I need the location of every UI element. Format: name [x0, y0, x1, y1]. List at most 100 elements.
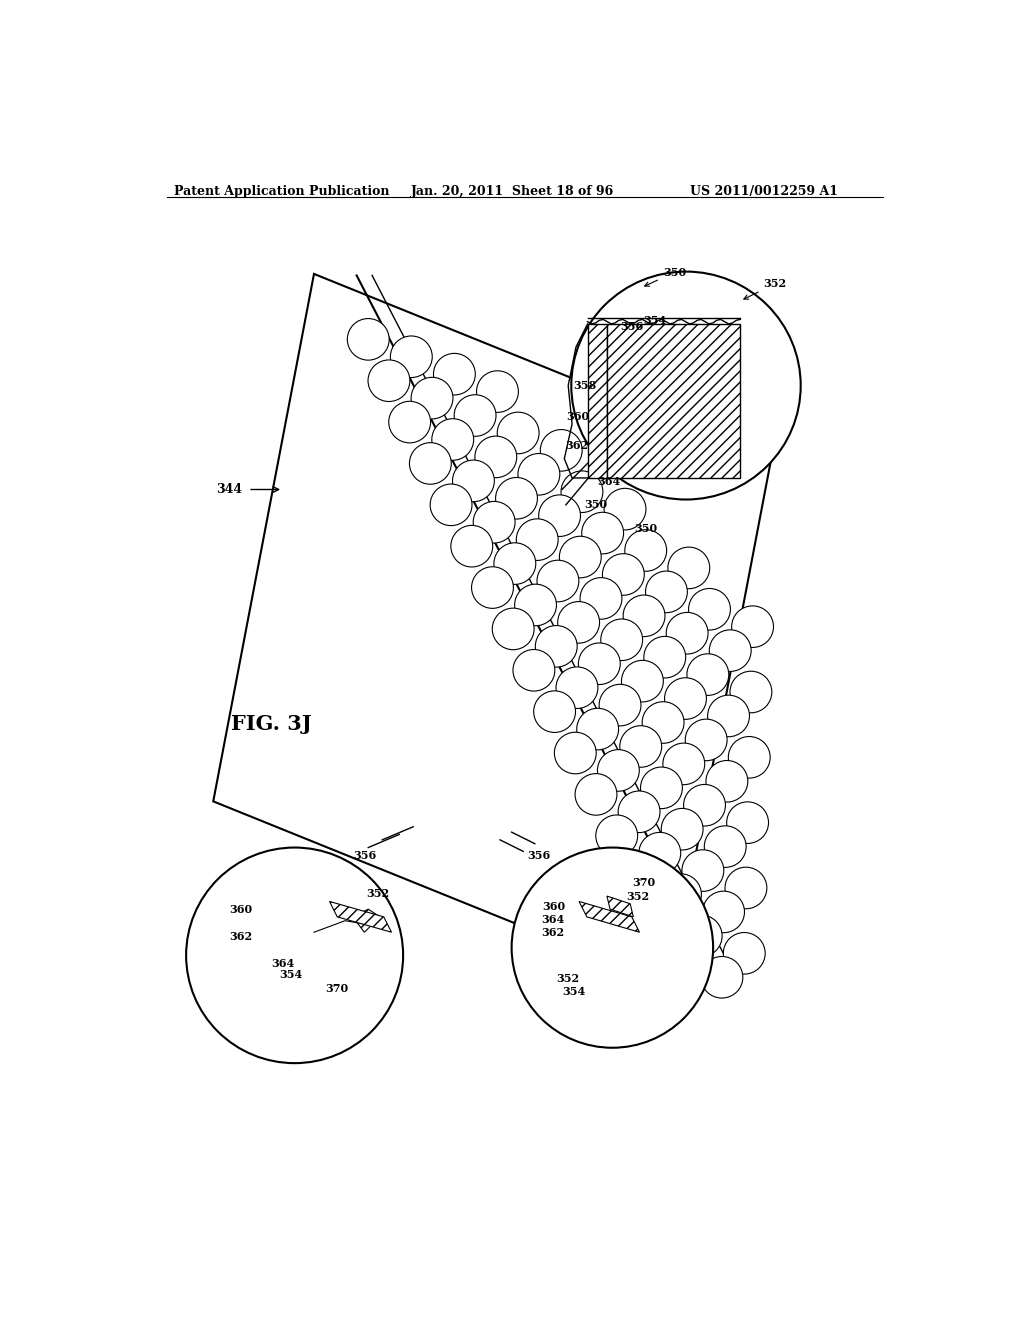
Circle shape	[597, 750, 639, 791]
Circle shape	[620, 726, 662, 767]
Circle shape	[558, 602, 600, 643]
Circle shape	[559, 536, 601, 578]
Circle shape	[667, 612, 708, 653]
Circle shape	[347, 318, 389, 360]
Text: 354: 354	[280, 969, 302, 979]
Circle shape	[534, 690, 575, 733]
Circle shape	[518, 454, 560, 495]
Circle shape	[602, 553, 644, 595]
Circle shape	[625, 529, 667, 572]
Circle shape	[730, 671, 772, 713]
Text: 352: 352	[556, 973, 579, 983]
Text: Patent Application Publication: Patent Application Publication	[174, 185, 390, 198]
Circle shape	[708, 696, 750, 737]
Circle shape	[577, 709, 618, 750]
Circle shape	[494, 543, 536, 585]
Circle shape	[622, 660, 664, 702]
Circle shape	[410, 442, 452, 484]
Circle shape	[665, 677, 707, 719]
Circle shape	[710, 630, 752, 672]
Text: 356: 356	[352, 850, 376, 861]
Circle shape	[663, 743, 705, 784]
Circle shape	[662, 808, 703, 850]
Circle shape	[685, 719, 727, 760]
Text: 350: 350	[584, 499, 607, 511]
Circle shape	[604, 488, 646, 529]
Circle shape	[642, 702, 684, 743]
Text: FIG. 3J: FIG. 3J	[231, 714, 311, 734]
Circle shape	[601, 619, 643, 660]
Circle shape	[701, 957, 742, 998]
Circle shape	[556, 667, 598, 709]
Text: 354: 354	[562, 986, 586, 997]
Circle shape	[513, 649, 555, 692]
Circle shape	[599, 684, 641, 726]
Polygon shape	[579, 902, 640, 932]
Polygon shape	[330, 902, 391, 932]
Text: 344: 344	[216, 483, 243, 496]
Circle shape	[580, 578, 622, 619]
Circle shape	[515, 585, 556, 626]
Circle shape	[680, 915, 722, 957]
Circle shape	[705, 826, 746, 867]
Circle shape	[554, 733, 596, 774]
Circle shape	[688, 589, 730, 630]
Circle shape	[575, 774, 616, 816]
Circle shape	[433, 354, 475, 395]
Text: 360: 360	[566, 411, 589, 422]
Text: 360: 360	[228, 904, 252, 915]
Circle shape	[624, 595, 665, 636]
Circle shape	[582, 512, 624, 554]
Text: 356: 356	[621, 321, 643, 331]
Circle shape	[541, 429, 583, 471]
Circle shape	[561, 471, 603, 512]
Circle shape	[430, 484, 472, 525]
Text: 352: 352	[366, 888, 389, 899]
Text: 370: 370	[632, 876, 655, 888]
Bar	[607, 323, 740, 478]
Polygon shape	[213, 275, 771, 986]
Circle shape	[389, 401, 430, 444]
Circle shape	[596, 814, 638, 857]
Circle shape	[657, 939, 699, 981]
Text: 362: 362	[228, 931, 252, 941]
Circle shape	[571, 272, 801, 499]
Text: 360: 360	[543, 902, 566, 912]
Text: 356: 356	[527, 850, 550, 861]
Circle shape	[723, 932, 765, 974]
Circle shape	[702, 891, 744, 933]
Circle shape	[455, 395, 496, 437]
Text: 350: 350	[645, 267, 686, 286]
Circle shape	[472, 566, 513, 609]
Text: 358: 358	[573, 380, 597, 391]
Text: 362: 362	[565, 440, 588, 451]
Circle shape	[641, 767, 682, 809]
Text: 362: 362	[541, 927, 564, 937]
Text: 364: 364	[271, 957, 295, 969]
Circle shape	[618, 791, 660, 833]
Text: 354: 354	[643, 314, 667, 326]
Text: 352: 352	[627, 891, 649, 902]
Circle shape	[516, 519, 558, 561]
Circle shape	[668, 546, 710, 589]
Text: 364: 364	[597, 477, 621, 487]
Text: Jan. 20, 2011  Sheet 18 of 96: Jan. 20, 2011 Sheet 18 of 96	[411, 185, 614, 198]
Circle shape	[537, 560, 579, 602]
Circle shape	[684, 784, 725, 826]
Circle shape	[493, 609, 535, 649]
Circle shape	[186, 847, 403, 1063]
Circle shape	[706, 760, 748, 803]
Text: 352: 352	[743, 279, 786, 300]
Circle shape	[539, 495, 581, 536]
Circle shape	[644, 636, 686, 678]
Circle shape	[368, 360, 410, 401]
Circle shape	[687, 653, 729, 696]
Circle shape	[411, 378, 453, 418]
Circle shape	[637, 898, 679, 940]
Circle shape	[496, 478, 538, 519]
Circle shape	[732, 606, 773, 648]
Circle shape	[476, 371, 518, 412]
Circle shape	[639, 833, 681, 874]
Circle shape	[390, 337, 432, 378]
Text: 370: 370	[326, 983, 349, 994]
